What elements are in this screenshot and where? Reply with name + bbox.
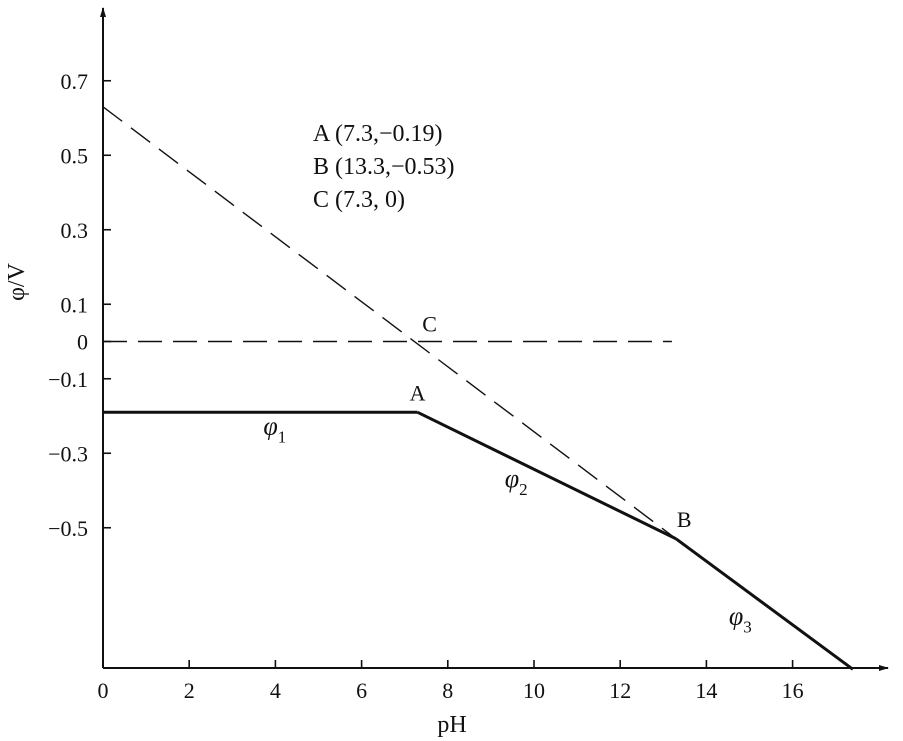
x-tick-label: 4	[270, 678, 281, 703]
y-tick-label: 0.7	[61, 69, 89, 94]
y-tick-label: 0.1	[61, 292, 89, 317]
y-tick-label: 0.5	[61, 143, 89, 168]
x-tick-label: 8	[442, 678, 453, 703]
curve-label: φ3	[729, 602, 752, 637]
annotation-c: C (7.3, 0)	[313, 187, 405, 213]
y-tick-label: −0.3	[48, 441, 88, 466]
y-tick-label: −0.5	[48, 516, 88, 541]
x-tick-label: 14	[695, 678, 717, 703]
series-line-φ3	[675, 537, 854, 671]
y-axis-title: φ/V	[4, 262, 30, 301]
x-tick-label: 0	[98, 678, 109, 703]
y-tick-label: 0.3	[61, 218, 89, 243]
point-label: A	[410, 380, 426, 405]
x-ticks: 0 2 4 6 8 10 12 14 16	[98, 660, 804, 703]
annotation-a: A (7.3,−0.19)	[313, 121, 443, 147]
x-tick-label: 6	[356, 678, 367, 703]
series-layer	[102, 106, 854, 671]
dashed-line	[102, 106, 677, 540]
x-axis-title: pH	[437, 712, 466, 738]
y-ticks: 0.7 0.5 0.3 0.1 0 −0.1 −0.3 −0.5	[48, 69, 111, 541]
point-label: B	[677, 507, 692, 532]
y-tick-label: −0.1	[48, 367, 88, 392]
x-tick-label: 10	[523, 678, 545, 703]
annotation-b: B (13.3,−0.53)	[313, 154, 455, 180]
point-label: C	[422, 312, 437, 337]
y-tick-label: 0	[77, 330, 88, 355]
series-line-φ2	[416, 410, 677, 541]
x-tick-label: 16	[782, 678, 804, 703]
labels-layer: φ1 φ2 φ3 A B C	[263, 312, 751, 637]
curve-label: φ2	[505, 464, 528, 499]
x-tick-label: 2	[184, 678, 195, 703]
curve-label: φ1	[263, 412, 286, 447]
x-tick-label: 12	[609, 678, 631, 703]
